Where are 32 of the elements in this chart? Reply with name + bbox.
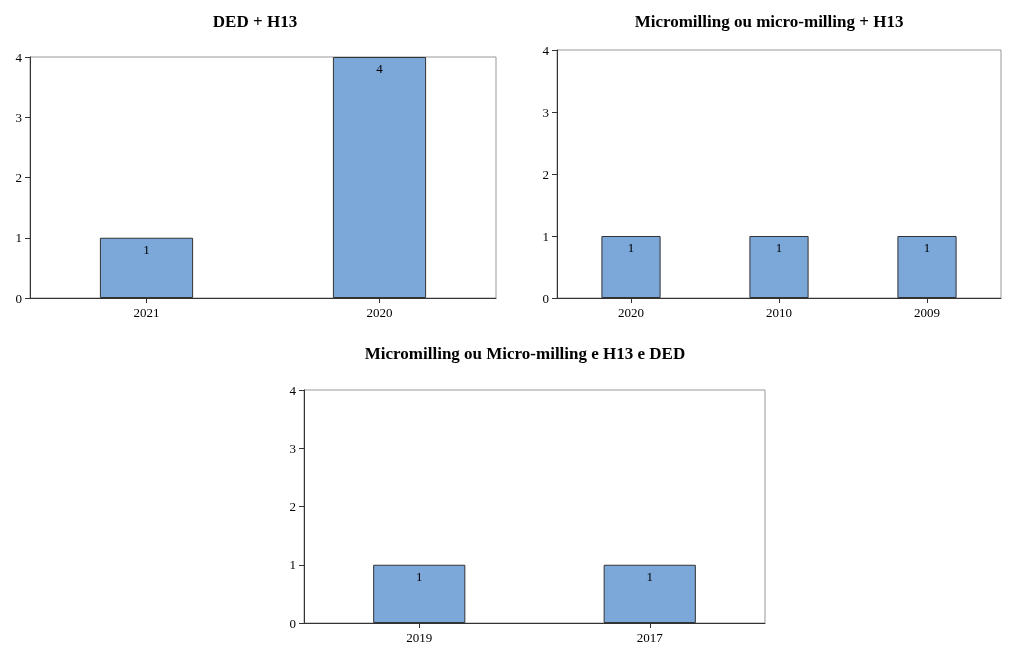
x-tick-label: 2020 bbox=[618, 305, 644, 320]
y-tick-label: 2 bbox=[289, 499, 296, 514]
x-tick-label: 2017 bbox=[636, 630, 664, 645]
y-tick-label: 0 bbox=[15, 290, 22, 306]
y-tick-label: 0 bbox=[289, 615, 296, 631]
y-tick-label: 4 bbox=[15, 49, 23, 65]
x-tick-label: 2020 bbox=[366, 305, 393, 320]
y-tick-label: 3 bbox=[289, 440, 296, 456]
y-tick-label: 3 bbox=[542, 104, 549, 120]
y-tick-label: 4 bbox=[289, 382, 297, 398]
y-tick-label: 1 bbox=[15, 230, 22, 246]
x-tick-label: 2019 bbox=[406, 630, 433, 645]
y-tick-label: 0 bbox=[542, 290, 549, 306]
data-label: 1 bbox=[627, 240, 635, 255]
data-label: 4 bbox=[376, 61, 384, 76]
y-tick-label: 3 bbox=[15, 109, 22, 125]
y-tick-label: 4 bbox=[542, 42, 550, 58]
x-tick-label: 2021 bbox=[133, 305, 160, 320]
chart-title: DED + H13 bbox=[212, 12, 298, 31]
y-tick-label: 2 bbox=[15, 170, 22, 185]
chart-title: Micromilling ou micro-milling + H13 bbox=[634, 12, 904, 31]
data-label: 1 bbox=[775, 240, 783, 255]
data-label: 1 bbox=[646, 568, 653, 584]
y-tick-label: 1 bbox=[289, 557, 296, 573]
x-tick-label: 2010 bbox=[766, 305, 792, 320]
y-tick-label: 1 bbox=[542, 228, 549, 244]
data-label: 1 bbox=[923, 240, 931, 255]
chart-title: Micromilling ou Micro-milling e H13 e DED bbox=[364, 344, 686, 363]
x-tick-label: 2009 bbox=[914, 305, 940, 320]
data-label: 1 bbox=[143, 241, 150, 257]
data-label: 1 bbox=[416, 568, 423, 584]
y-tick-label: 2 bbox=[542, 166, 549, 182]
